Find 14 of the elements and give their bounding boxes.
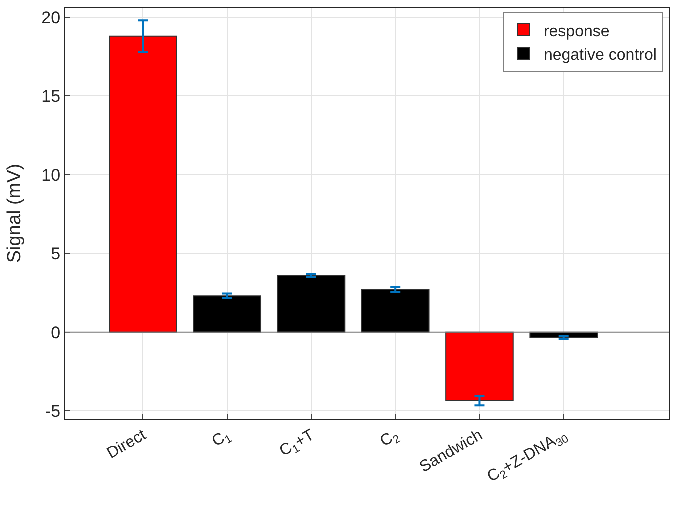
bar [277,275,346,333]
bar [361,289,430,333]
y-tick-label: 0 [51,323,61,342]
bar [109,36,178,333]
legend-label: negative control [544,47,657,64]
y-axis-title: Signal (mV) [4,164,26,264]
y-tick-label: 15 [42,87,61,106]
legend-label: response [544,23,610,40]
bar [193,296,262,333]
y-tick-label: -5 [45,402,61,422]
y-tick-label: 5 [51,244,61,264]
bar [446,332,514,402]
y-tick-label: 10 [42,166,61,185]
y-tick-label: 20 [42,8,61,28]
